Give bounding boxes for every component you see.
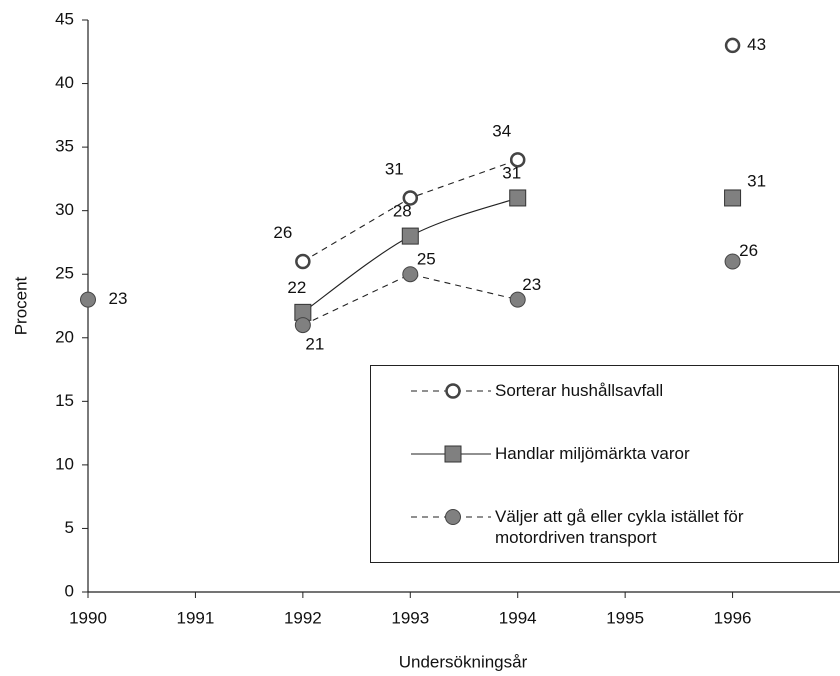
x-axis-label: Undersökningsår — [399, 652, 528, 671]
y-tick-label: 5 — [65, 518, 74, 537]
legend-swatch — [411, 383, 491, 399]
x-tick-label: 1992 — [284, 608, 322, 627]
marker — [509, 152, 526, 168]
data-label: 28 — [393, 202, 412, 221]
y-tick-label: 15 — [55, 391, 74, 410]
marker — [445, 509, 461, 525]
y-tick-label: 10 — [55, 454, 74, 473]
data-label: 25 — [417, 250, 436, 269]
series-line — [302, 273, 518, 326]
marker — [295, 253, 311, 270]
legend-label: Sorterar hushållsavfall — [495, 381, 664, 400]
y-tick-label: 30 — [55, 200, 74, 219]
legend-swatch — [411, 509, 491, 525]
data-label: 23 — [522, 275, 541, 294]
data-label: 23 — [109, 289, 128, 308]
legend-entry: Handlar miljömärkta varor — [371, 443, 840, 483]
legend-swatch — [411, 445, 491, 463]
marker — [80, 291, 96, 308]
x-tick-label: 1993 — [391, 608, 429, 627]
marker — [509, 291, 526, 308]
marker — [402, 190, 419, 206]
y-tick-label: 35 — [55, 137, 74, 156]
data-label: 21 — [305, 335, 324, 354]
y-axis-label: Procent — [11, 276, 30, 335]
data-label: 31 — [502, 163, 521, 182]
legend-label: Väljer att gå eller cykla istället för m… — [495, 507, 744, 547]
legend-entry: Sorterar hushållsavfall — [371, 380, 840, 420]
y-tick-label: 45 — [55, 9, 74, 28]
marker — [509, 189, 527, 207]
y-tick-label: 20 — [55, 327, 74, 346]
marker — [444, 445, 462, 463]
legend-label: Handlar miljömärkta varor — [495, 444, 690, 463]
marker — [724, 189, 742, 207]
y-tick-label: 0 — [65, 581, 74, 600]
data-label: 26 — [273, 223, 292, 242]
y-tick-label: 40 — [55, 73, 74, 92]
legend: Sorterar hushållsavfall Handlar miljömärk… — [370, 365, 839, 563]
data-label: 34 — [492, 121, 511, 140]
data-label: 26 — [739, 241, 758, 260]
marker — [294, 317, 311, 334]
x-tick-label: 1990 — [69, 608, 107, 627]
y-tick-label: 25 — [55, 264, 74, 283]
data-label: 22 — [287, 278, 306, 297]
data-label: 31 — [747, 171, 766, 190]
legend-entry: Väljer att gå eller cykla istället för m… — [371, 506, 840, 547]
marker — [724, 37, 741, 54]
marker — [401, 227, 419, 245]
x-tick-label: 1994 — [499, 608, 537, 627]
marker — [402, 266, 419, 283]
x-tick-label: 1996 — [714, 608, 752, 627]
marker — [724, 253, 741, 270]
data-label: 31 — [385, 159, 404, 178]
marker — [445, 383, 461, 399]
x-tick-label: 1995 — [606, 608, 644, 627]
x-tick-label: 1991 — [177, 608, 215, 627]
data-label: 43 — [747, 35, 766, 54]
